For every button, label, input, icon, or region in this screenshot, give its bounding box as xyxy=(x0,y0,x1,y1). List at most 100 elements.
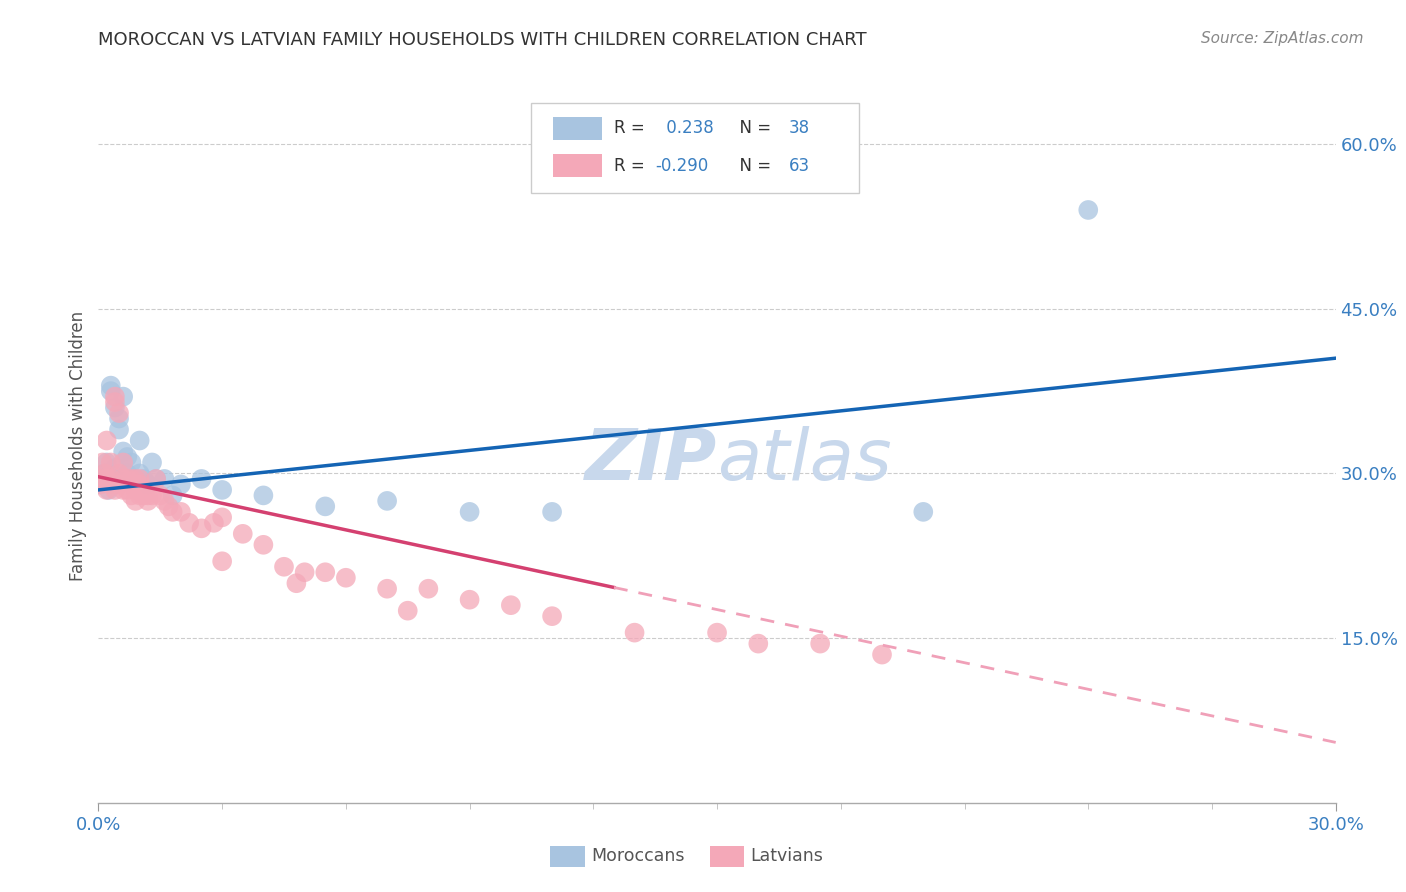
Point xyxy=(112,390,135,404)
Point xyxy=(96,483,118,497)
Point xyxy=(294,566,316,580)
Point xyxy=(132,483,155,497)
Point xyxy=(112,455,135,469)
Text: R =: R = xyxy=(614,157,651,175)
Point xyxy=(117,472,139,486)
Point xyxy=(179,516,201,530)
Point xyxy=(149,488,172,502)
Point xyxy=(808,637,831,651)
Text: Moroccans: Moroccans xyxy=(591,847,685,865)
Point xyxy=(112,472,135,486)
Point xyxy=(136,494,159,508)
Point xyxy=(93,467,115,481)
Point xyxy=(117,450,139,464)
Point xyxy=(100,477,122,491)
Point xyxy=(89,477,111,491)
Point xyxy=(108,411,131,425)
Point xyxy=(96,472,118,486)
Point xyxy=(108,423,131,437)
Point xyxy=(132,488,155,502)
Text: Latvians: Latvians xyxy=(751,847,824,865)
Point xyxy=(418,582,440,596)
Point xyxy=(96,455,118,469)
Bar xyxy=(553,117,602,140)
Point xyxy=(89,477,111,491)
Point xyxy=(105,472,128,486)
Point xyxy=(128,467,150,481)
Point xyxy=(124,494,146,508)
Point xyxy=(190,521,212,535)
Point xyxy=(108,467,131,481)
Point xyxy=(153,472,176,486)
Point xyxy=(104,401,127,415)
Point xyxy=(108,406,131,420)
Text: ZIP: ZIP xyxy=(585,425,717,495)
Point xyxy=(100,455,122,469)
Point xyxy=(870,648,893,662)
Point xyxy=(396,604,419,618)
Point xyxy=(706,625,728,640)
Point xyxy=(747,637,769,651)
Point xyxy=(211,510,233,524)
Point xyxy=(120,472,142,486)
Point xyxy=(96,434,118,448)
Point xyxy=(97,483,120,497)
Point xyxy=(141,488,163,502)
Point xyxy=(93,467,115,481)
Point xyxy=(108,477,131,491)
Point xyxy=(128,472,150,486)
Point xyxy=(124,483,146,497)
Point xyxy=(91,455,114,469)
Point xyxy=(912,505,935,519)
Point xyxy=(100,384,122,398)
Point xyxy=(499,598,522,612)
Point xyxy=(285,576,308,591)
Point xyxy=(375,494,398,508)
Point xyxy=(541,609,564,624)
Point xyxy=(104,390,127,404)
Point xyxy=(117,467,139,481)
Point xyxy=(117,483,139,497)
Point xyxy=(128,434,150,448)
Point xyxy=(128,477,150,491)
Point xyxy=(124,472,146,486)
Point xyxy=(202,516,225,530)
Point xyxy=(132,472,155,486)
Point xyxy=(91,472,114,486)
Point xyxy=(96,472,118,486)
Bar xyxy=(550,846,585,867)
Text: Source: ZipAtlas.com: Source: ZipAtlas.com xyxy=(1201,31,1364,46)
Point xyxy=(190,472,212,486)
Point xyxy=(104,483,127,497)
Point xyxy=(458,592,481,607)
Text: -0.290: -0.290 xyxy=(655,157,709,175)
Point xyxy=(145,472,167,486)
Point xyxy=(104,395,127,409)
Point xyxy=(170,505,193,519)
Text: N =: N = xyxy=(730,120,776,137)
Point xyxy=(145,472,167,486)
Point xyxy=(100,472,122,486)
Point xyxy=(136,477,159,491)
Point xyxy=(112,444,135,458)
Point xyxy=(252,488,274,502)
Point xyxy=(153,494,176,508)
Point xyxy=(170,477,193,491)
Point xyxy=(124,472,146,486)
FancyBboxPatch shape xyxy=(531,103,859,193)
Point xyxy=(104,461,127,475)
Point xyxy=(623,625,645,640)
Text: 38: 38 xyxy=(789,120,810,137)
Text: 63: 63 xyxy=(789,157,810,175)
Point xyxy=(128,488,150,502)
Y-axis label: Family Households with Children: Family Households with Children xyxy=(69,311,87,581)
Point xyxy=(136,488,159,502)
Point xyxy=(100,378,122,392)
Point xyxy=(91,472,114,486)
Point xyxy=(120,455,142,469)
Point xyxy=(375,582,398,596)
Point xyxy=(273,559,295,574)
Text: 0.238: 0.238 xyxy=(661,120,714,137)
Point xyxy=(141,455,163,469)
Point xyxy=(211,554,233,568)
